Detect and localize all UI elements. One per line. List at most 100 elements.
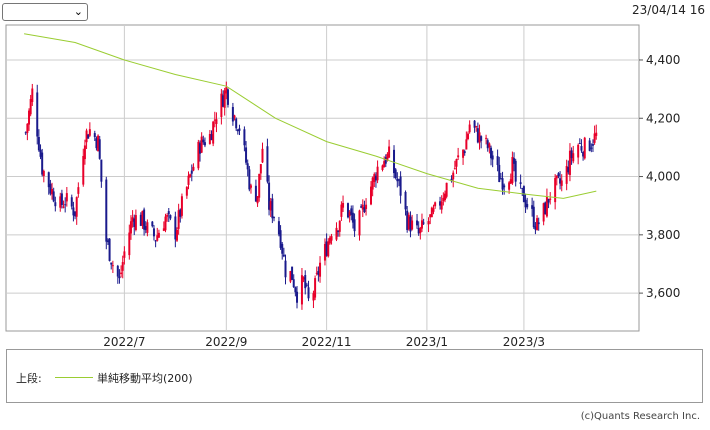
candle-up	[157, 232, 160, 238]
candle-down	[190, 170, 193, 174]
candle-up	[312, 293, 315, 301]
candle-down	[480, 136, 483, 141]
candle-up	[542, 203, 545, 222]
candle-down	[139, 214, 142, 226]
candle-down	[268, 182, 271, 210]
candle-down	[499, 178, 502, 180]
candle-up	[97, 135, 100, 152]
candle-down	[526, 203, 529, 208]
candle-up	[452, 172, 455, 180]
candle-up	[386, 153, 389, 161]
candle-up	[111, 265, 114, 267]
candle-up	[146, 222, 149, 233]
candle-down	[202, 139, 205, 143]
candle-down	[167, 211, 170, 215]
candle-up	[59, 196, 62, 208]
candle-up	[373, 174, 376, 182]
candle-down	[36, 92, 39, 137]
legend-section-label: 上段:	[16, 372, 42, 385]
candle-down	[292, 279, 295, 288]
candle-up	[187, 175, 190, 185]
candle-down	[559, 178, 562, 184]
x-tick-label: 2023/3	[503, 335, 545, 349]
candle-down	[394, 169, 397, 178]
candle-down	[514, 160, 517, 182]
candle-up	[164, 216, 167, 231]
candle-down	[353, 219, 356, 232]
candle-up	[256, 196, 259, 204]
candle-down	[588, 140, 591, 151]
candle-up	[485, 137, 488, 139]
candle-up	[261, 148, 264, 163]
candle-up	[289, 271, 292, 282]
candle-down	[439, 201, 442, 206]
candle-down	[144, 226, 147, 231]
candle-down	[47, 172, 50, 188]
candle-down	[243, 129, 246, 146]
candle-down	[284, 260, 287, 278]
candle-down	[491, 155, 494, 160]
candle-up	[185, 187, 188, 196]
candle-down	[422, 222, 425, 224]
legend-ma-swatch	[55, 377, 93, 378]
candle-down	[93, 133, 96, 138]
candle-down	[476, 128, 479, 143]
candle-down	[534, 226, 537, 230]
candle-down	[152, 228, 155, 237]
x-tick-label: 2022/11	[302, 335, 352, 349]
candle-up	[455, 159, 458, 167]
candle-down	[133, 218, 136, 227]
candle-down	[473, 120, 476, 128]
candle-up	[475, 126, 478, 128]
x-tick-label: 2023/1	[406, 335, 448, 349]
candle-down	[503, 185, 506, 188]
candle-up	[215, 119, 218, 124]
candle-down	[486, 140, 489, 149]
candle-up	[197, 141, 200, 169]
candle-up	[200, 136, 203, 153]
candle-up	[508, 182, 511, 190]
candle-down	[557, 173, 560, 177]
candle-down	[307, 287, 310, 299]
candle-down	[199, 143, 202, 154]
candle-up	[225, 87, 228, 94]
candle-down	[74, 211, 77, 217]
candle-down	[179, 209, 182, 217]
candle-up	[121, 262, 124, 271]
candle-down	[246, 163, 249, 170]
candle-up	[314, 278, 317, 298]
y-tick-label: 4,400	[646, 53, 680, 67]
candle-up	[419, 227, 422, 234]
candle-up	[166, 215, 169, 217]
candle-up	[478, 132, 481, 143]
candle-up	[545, 196, 548, 217]
candle-down	[531, 205, 534, 209]
candle-up	[434, 202, 437, 207]
candle-down	[570, 150, 573, 159]
candle-up	[29, 99, 32, 115]
candle-up	[429, 214, 432, 218]
candle-down	[337, 230, 340, 232]
candle-up	[85, 130, 88, 143]
candle-up	[583, 137, 586, 159]
candle-up	[565, 166, 568, 184]
candle-up	[26, 123, 29, 133]
candle-down	[532, 206, 535, 228]
candle-down	[281, 243, 284, 254]
candle-down	[108, 238, 111, 261]
candle-down	[384, 157, 387, 164]
candle-up	[555, 175, 558, 179]
candle-down	[266, 146, 269, 182]
candle-up	[549, 198, 552, 200]
candle-up	[300, 275, 303, 305]
candle-up	[212, 121, 215, 144]
candle-up	[427, 221, 430, 225]
candle-up	[381, 165, 384, 170]
candle-up	[129, 221, 132, 234]
candle-down	[496, 156, 499, 166]
period-select[interactable]: ⌄	[2, 3, 88, 21]
candle-up	[213, 119, 216, 121]
candle-down	[231, 106, 234, 122]
candle-down	[100, 159, 103, 182]
